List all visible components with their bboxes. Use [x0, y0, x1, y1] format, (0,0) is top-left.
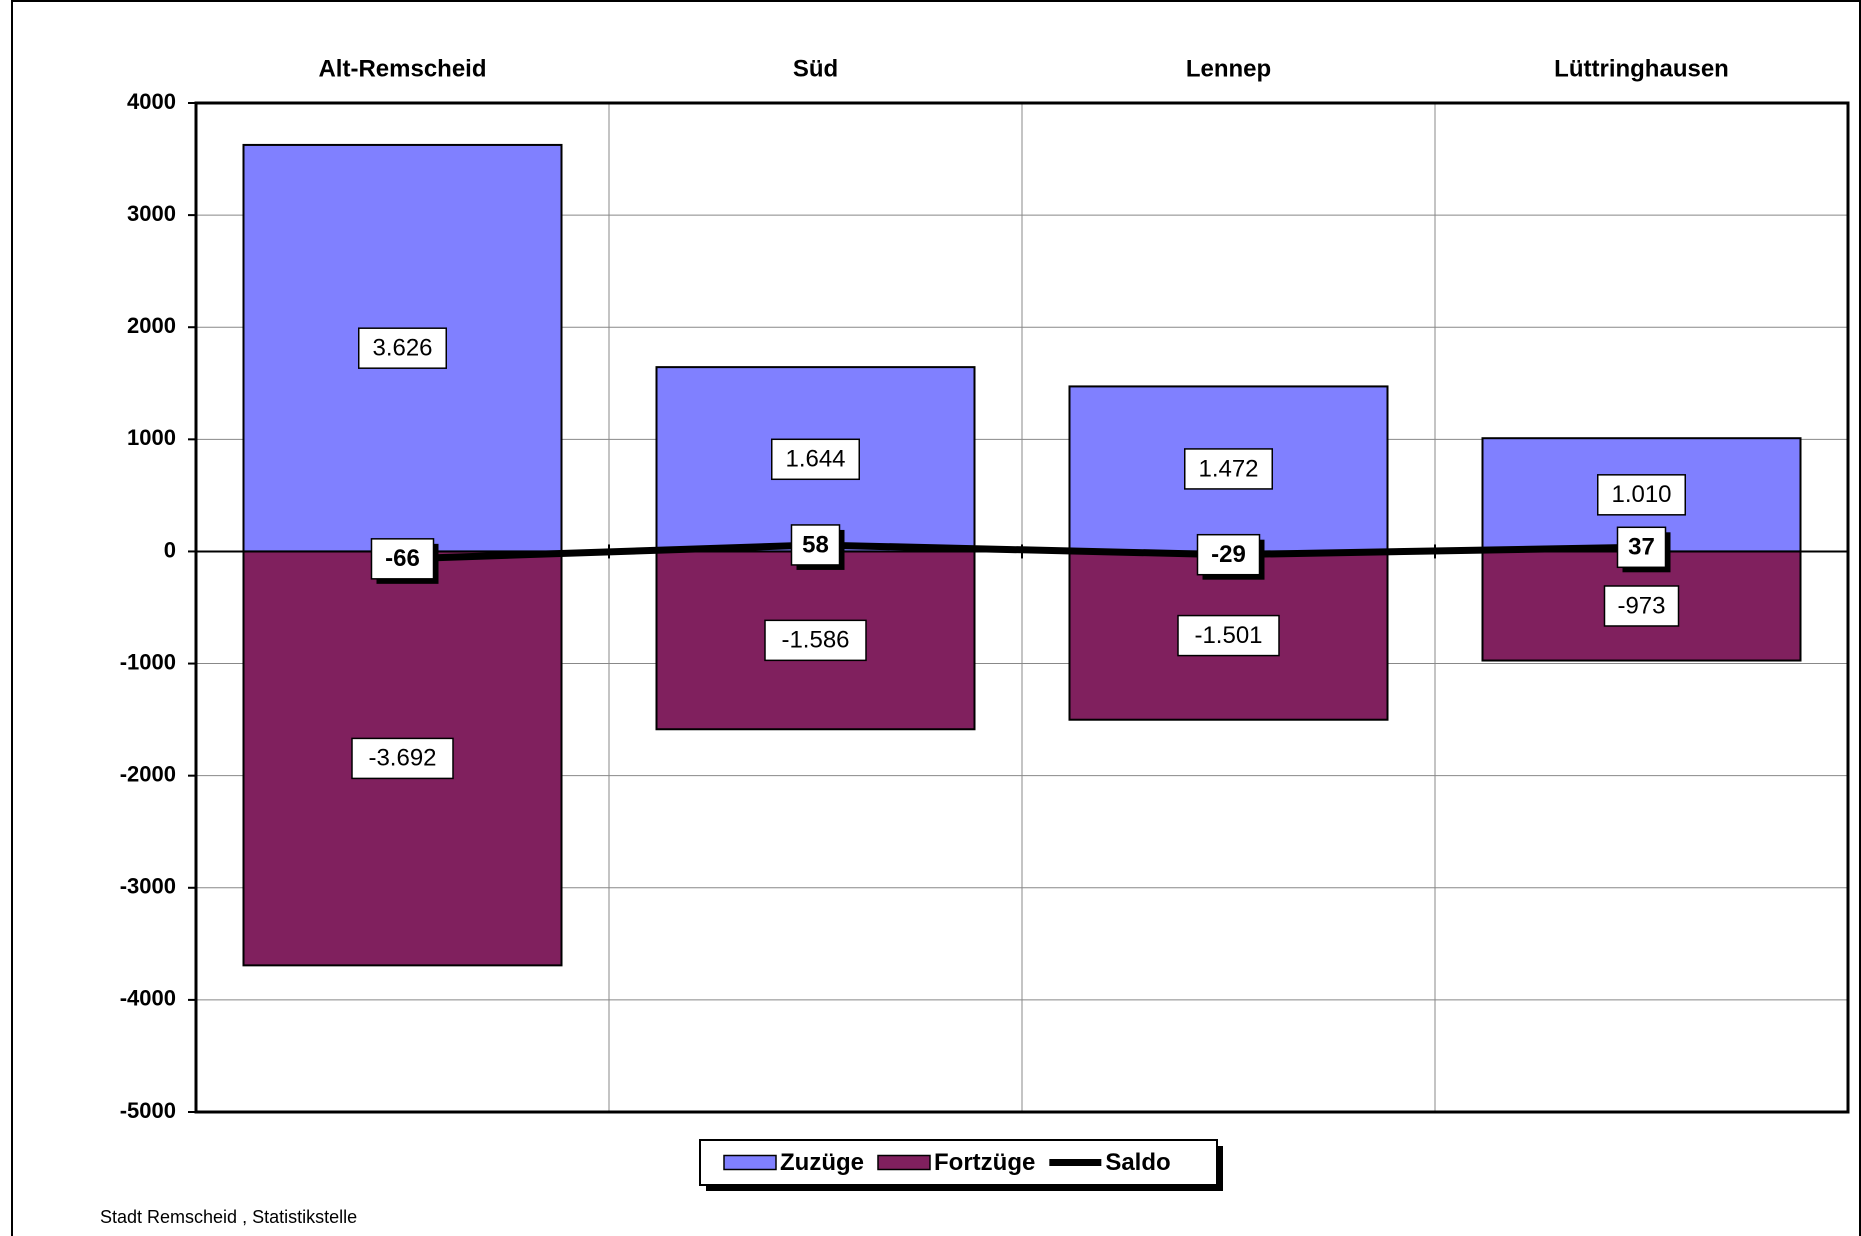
- label-box: [1603, 585, 1680, 627]
- label-box: [1597, 474, 1686, 516]
- y-tick-label: 2000: [127, 313, 176, 338]
- point-label: 58: [802, 531, 829, 558]
- x-tick-label: Lüttringhausen: [1554, 55, 1729, 82]
- value-label: 1.010: [1611, 481, 1671, 508]
- legend-swatch: [723, 1154, 777, 1171]
- legend-label: Saldo: [1105, 1149, 1170, 1176]
- y-tick-label: -1000: [120, 649, 176, 674]
- label-box: [370, 538, 435, 580]
- label-box: [1177, 614, 1280, 657]
- point-label: 37: [1628, 534, 1655, 561]
- point-label: -66: [385, 545, 420, 572]
- y-tick-label: -5000: [120, 1098, 176, 1123]
- y-tick-label: 4000: [127, 89, 176, 114]
- line: [402, 541, 1642, 563]
- y-tick-label: 3000: [127, 201, 176, 226]
- y-tick-label: 1000: [127, 425, 176, 450]
- legend: [699, 1139, 1218, 1186]
- chart-border: [11, 0, 1861, 1236]
- label-box: [771, 438, 860, 481]
- legend-label: Zuzüge: [780, 1149, 864, 1176]
- value-label: -1.586: [781, 627, 849, 654]
- legend-swatch: [877, 1154, 931, 1171]
- value-label: 1.644: [785, 446, 845, 473]
- label-box: [351, 737, 454, 780]
- x-tick-label: Alt-Remscheid: [318, 55, 486, 82]
- label-box: [1196, 533, 1261, 576]
- y-tick-label: 0: [164, 537, 176, 562]
- label-box: [790, 524, 841, 566]
- y-tick-label: -3000: [120, 874, 176, 899]
- plot-frame: [194, 101, 1850, 1114]
- value-label: -1.501: [1194, 622, 1262, 649]
- x-tick-label: Lennep: [1186, 55, 1271, 82]
- value-label: 1.472: [1198, 455, 1258, 482]
- value-label: -3.692: [368, 745, 436, 772]
- y-tick-label: -2000: [120, 761, 176, 786]
- label-box: [358, 327, 447, 369]
- legend-label: Fortzüge: [934, 1149, 1035, 1176]
- x-tick-label: Süd: [793, 55, 838, 82]
- label-box: [1616, 526, 1667, 569]
- bar: [1068, 385, 1389, 553]
- footnote: Stadt Remscheid , Statistikstelle: [100, 1207, 357, 1227]
- point-label: -29: [1211, 541, 1246, 568]
- value-label: 3.626: [372, 335, 432, 362]
- label-box: [764, 619, 867, 662]
- value-label: -973: [1617, 592, 1665, 619]
- y-tick-label: -4000: [120, 986, 176, 1011]
- label-box: [1184, 448, 1273, 490]
